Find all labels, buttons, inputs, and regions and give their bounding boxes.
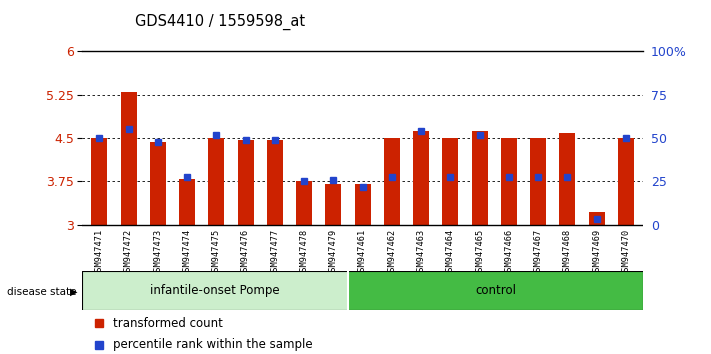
Bar	[589, 212, 604, 225]
Bar	[150, 142, 166, 225]
Text: GSM947477: GSM947477	[270, 228, 279, 276]
Bar	[91, 138, 107, 225]
Text: GSM947466: GSM947466	[504, 228, 513, 276]
Bar	[348, 271, 643, 310]
Bar	[121, 92, 137, 225]
Bar	[82, 271, 348, 310]
Text: GSM947470: GSM947470	[621, 228, 631, 276]
Bar	[296, 181, 312, 225]
Text: GSM947479: GSM947479	[329, 228, 338, 276]
Bar	[237, 140, 254, 225]
Text: GSM947474: GSM947474	[183, 228, 191, 276]
Bar	[618, 138, 634, 225]
Text: GSM947463: GSM947463	[417, 228, 426, 276]
Text: GDS4410 / 1559598_at: GDS4410 / 1559598_at	[135, 14, 305, 30]
Text: GSM947473: GSM947473	[154, 228, 162, 276]
Text: GSM947464: GSM947464	[446, 228, 455, 276]
Bar	[501, 138, 517, 225]
Bar	[530, 138, 546, 225]
Text: GSM947478: GSM947478	[299, 228, 309, 276]
Bar	[560, 133, 575, 225]
Text: ▶: ▶	[70, 287, 77, 297]
Bar	[471, 131, 488, 225]
Text: GSM947461: GSM947461	[358, 228, 367, 276]
Text: GSM947472: GSM947472	[124, 228, 133, 276]
Bar	[355, 184, 370, 225]
Text: GSM947462: GSM947462	[387, 228, 396, 276]
Text: disease state: disease state	[7, 287, 77, 297]
Text: GSM947469: GSM947469	[592, 228, 601, 276]
Bar	[384, 138, 400, 225]
Text: percentile rank within the sample: percentile rank within the sample	[112, 338, 312, 351]
Bar	[326, 184, 341, 225]
Text: GSM947467: GSM947467	[534, 228, 542, 276]
Text: transformed count: transformed count	[112, 317, 223, 330]
Bar	[267, 140, 283, 225]
Text: infantile-onset Pompe: infantile-onset Pompe	[150, 284, 279, 297]
Text: GSM947468: GSM947468	[563, 228, 572, 276]
Bar	[442, 138, 459, 225]
Bar	[179, 178, 195, 225]
Bar	[208, 138, 225, 225]
Text: GSM947475: GSM947475	[212, 228, 221, 276]
Text: GSM947465: GSM947465	[475, 228, 484, 276]
Text: control: control	[475, 284, 516, 297]
Bar	[413, 131, 429, 225]
Text: GSM947476: GSM947476	[241, 228, 250, 276]
Text: GSM947471: GSM947471	[95, 228, 104, 276]
